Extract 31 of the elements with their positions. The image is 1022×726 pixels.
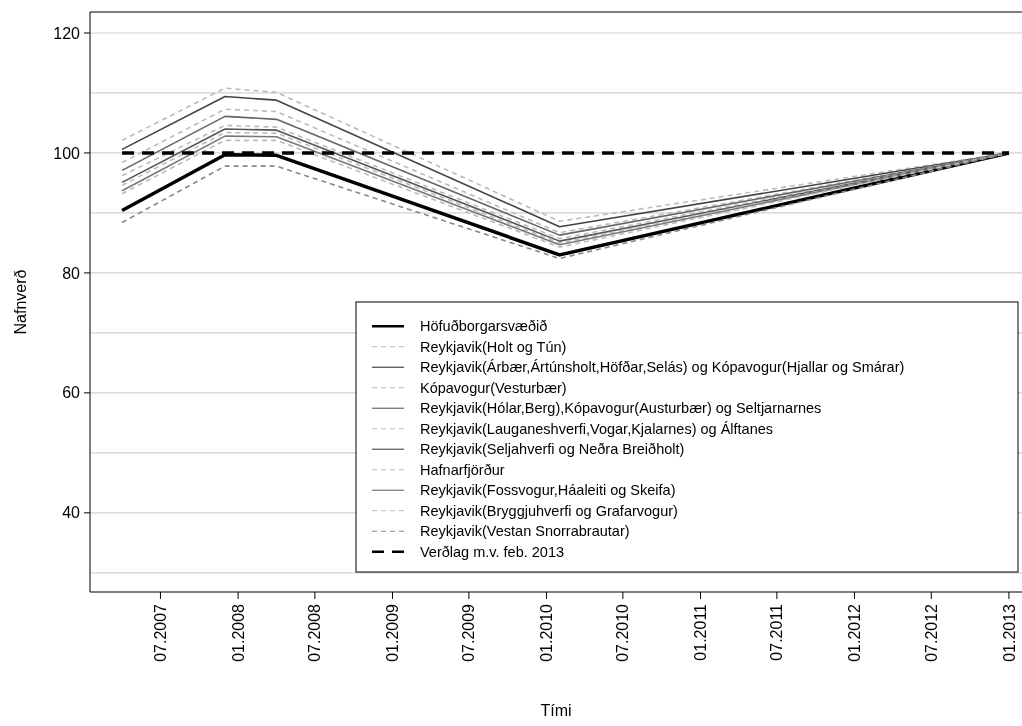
x-tick-label: 07.2011 — [768, 603, 786, 661]
x-tick-label: 07.2007 — [152, 603, 170, 662]
legend-label: Höfuðborgarsvæðið — [420, 318, 548, 335]
y-tick-label: 60 — [62, 384, 81, 402]
legend-label: Reykjavik(Árbær,Ártúnsholt,Höfðar,Selás) og Kópavogur(Hjallar og Smárar) — [420, 359, 905, 376]
y-axis-title: Nafnverð — [12, 269, 29, 335]
legend-label: Reykjavik(Holt og Tún) — [420, 338, 567, 355]
legend-label: Reykjavik(Fossvogur,Háaleiti og Skeifa) — [420, 482, 676, 499]
legend-label: Reykjavik(Lauganeshverfi,Vogar,Kjalarnes) og Álftanes — [420, 420, 774, 437]
x-tick-label: 01.2012 — [846, 603, 864, 662]
x-tick-label: 07.2012 — [922, 603, 940, 662]
legend-label: Verðlag m.v. feb. 2013 — [420, 543, 565, 560]
x-tick-label: 07.2010 — [614, 603, 632, 662]
legend-label: Kópavogur(Vesturbær) — [420, 379, 567, 396]
x-axis-title: Tími — [540, 702, 572, 719]
x-tick-label: 01.2011 — [692, 603, 710, 661]
legend-label: Reykjavik(Seljahverfi og Neðra Breiðholt) — [420, 441, 685, 458]
x-tick-label: 07.2008 — [306, 603, 324, 662]
y-tick-label: 80 — [62, 264, 81, 282]
x-tick-label: 01.2008 — [229, 603, 247, 662]
legend-label: Reykjavik(Bryggjuhverfi og Grafarvogur) — [420, 502, 678, 519]
legend-label: Reykjavik(Vestan Snorrabrautar) — [420, 523, 630, 540]
x-tick-label: 01.2009 — [384, 603, 402, 662]
x-tick-label: 01.2010 — [538, 603, 556, 662]
legend-label: Reykjavik(Hólar,Berg),Kópavogur(Austurbær) og Seltjarnarnes — [420, 400, 822, 417]
x-tick-label: 07.2009 — [460, 603, 478, 662]
y-tick-label: 120 — [53, 24, 81, 42]
legend-label: Hafnarfjörður — [420, 461, 505, 478]
x-tick-label: 01.2013 — [1000, 603, 1018, 662]
y-tick-label: 100 — [53, 144, 81, 162]
y-tick-label: 40 — [62, 504, 81, 522]
